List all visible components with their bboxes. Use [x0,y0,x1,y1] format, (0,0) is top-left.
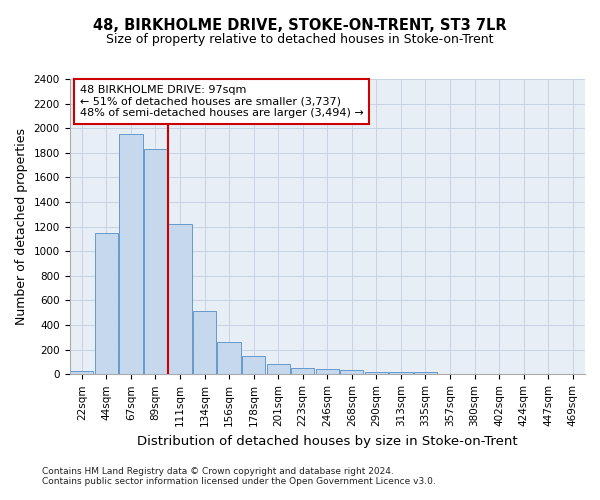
Bar [365,372,388,374]
Bar [144,148,167,374]
Text: Contains HM Land Registry data © Crown copyright and database right 2024.: Contains HM Land Registry data © Crown c… [42,467,394,476]
Bar [70,371,94,374]
Bar [217,342,241,374]
Bar [291,368,314,374]
Bar [242,356,265,374]
Text: 48, BIRKHOLME DRIVE, STOKE-ON-TRENT, ST3 7LR: 48, BIRKHOLME DRIVE, STOKE-ON-TRENT, ST3… [93,18,507,32]
Bar [266,364,290,374]
Text: 48 BIRKHOLME DRIVE: 97sqm
← 51% of detached houses are smaller (3,737)
48% of se: 48 BIRKHOLME DRIVE: 97sqm ← 51% of detac… [80,85,364,118]
Bar [119,134,143,374]
Y-axis label: Number of detached properties: Number of detached properties [15,128,28,325]
Bar [340,370,364,374]
Bar [316,370,339,374]
Text: Contains public sector information licensed under the Open Government Licence v3: Contains public sector information licen… [42,477,436,486]
Bar [193,311,216,374]
Bar [95,233,118,374]
Bar [414,372,437,374]
Bar [389,372,413,374]
Text: Size of property relative to detached houses in Stoke-on-Trent: Size of property relative to detached ho… [106,32,494,46]
X-axis label: Distribution of detached houses by size in Stoke-on-Trent: Distribution of detached houses by size … [137,434,518,448]
Bar [169,224,191,374]
